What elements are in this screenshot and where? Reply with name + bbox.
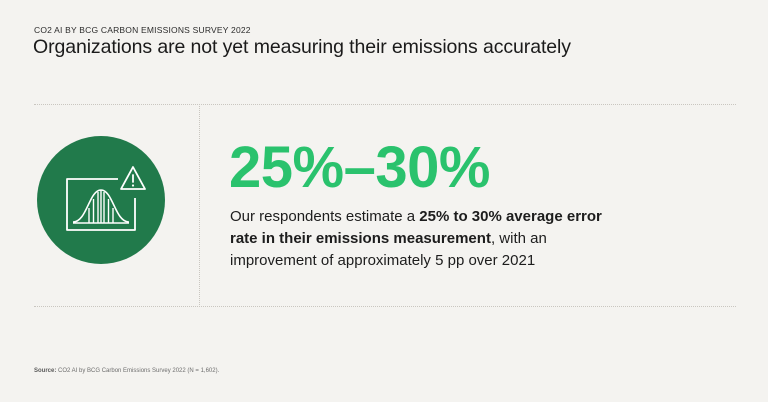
kicker: CO2 AI BY BCG CARBON EMISSIONS SURVEY 20… (34, 25, 251, 35)
icon-circle (37, 136, 165, 264)
big-stat: 25%–30% (229, 135, 490, 200)
bottom-divider (34, 306, 736, 307)
stat-text-bold: 25% to 30% average error rate in their e… (230, 208, 602, 247)
source-text: CO2 AI by BCG Carbon Emissions Survey 20… (56, 368, 220, 374)
vertical-divider (199, 106, 200, 305)
bell-curve-warning-icon (66, 166, 146, 231)
top-divider (34, 104, 736, 105)
source-label: Source: (34, 368, 57, 374)
stat-text-before: Our respondents estimate a (230, 208, 420, 225)
stat-text-after: , with an improvement of approximately 5… (230, 230, 547, 269)
source-note: Source: CO2 AI by BCG Carbon Emissions S… (34, 368, 219, 374)
page-title: Organizations are not yet measuring thei… (33, 36, 571, 58)
stat-description: Our respondents estimate a 25% to 30% av… (230, 206, 610, 272)
